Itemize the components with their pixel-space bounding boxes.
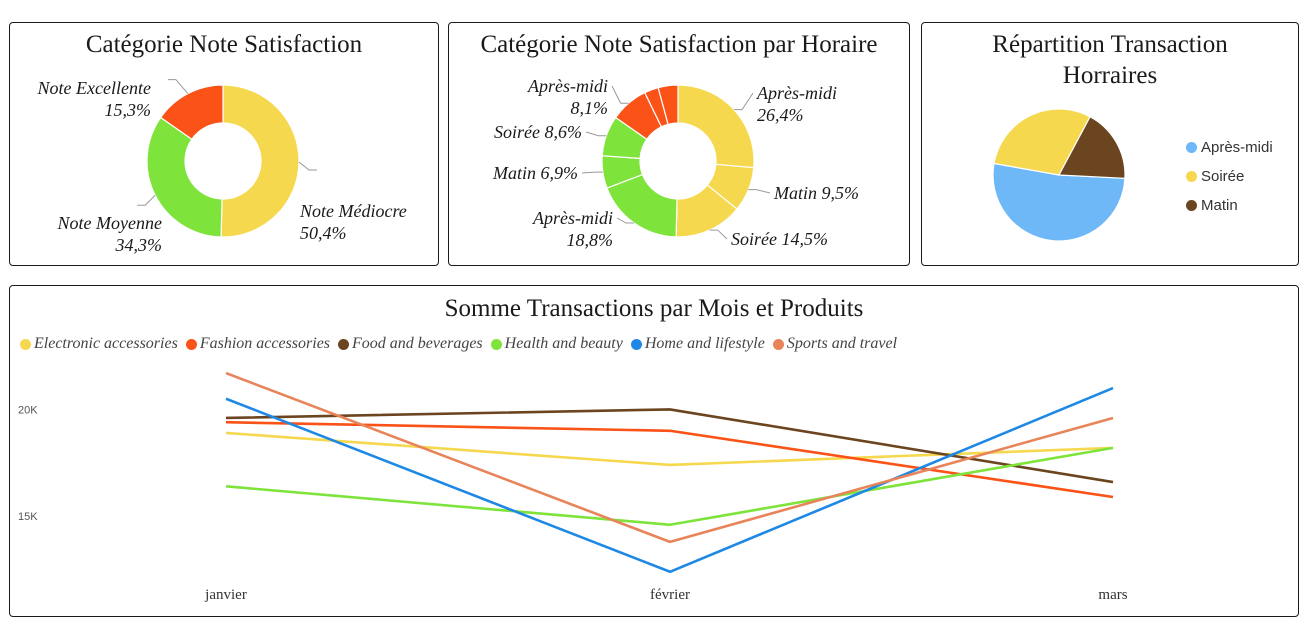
legend-item: Sports and travel [772, 335, 898, 353]
legend-item: Electronic accessories [20, 335, 178, 353]
leader-line [616, 217, 635, 224]
card-title: Répartition Transaction Horraires [992, 31, 1228, 89]
legend-swatch [1186, 171, 1197, 182]
series-line [225, 431, 1114, 467]
series-line [225, 420, 1114, 499]
leader-line [298, 161, 317, 171]
legend-label: Home and lifestyle [644, 335, 765, 352]
pie-slice [1058, 115, 1126, 179]
pie-slice [146, 116, 223, 238]
legend-item: Food and beverages [338, 335, 483, 353]
pie-slice [993, 108, 1091, 176]
legend-swatch [1186, 200, 1197, 211]
legend-item: Soirée [1186, 162, 1273, 191]
leader-line [585, 131, 607, 137]
slice-label: Note Moyenne 34,3% [57, 213, 162, 255]
legend-label: Health and beauty [504, 335, 623, 352]
series-line [225, 446, 1114, 527]
legend-label: Soirée [1201, 168, 1245, 185]
legend-swatch [338, 338, 350, 350]
satisfaction-horaire-card: Catégorie Note Satisfaction par Horaire … [448, 22, 910, 266]
pie-slice [992, 162, 1126, 242]
legend-item: Après-midi [1186, 133, 1273, 162]
slice-label: Soirée 8,6% [494, 122, 582, 142]
leader-line [137, 194, 156, 206]
card-title: Catégorie Note Satisfaction par Horaire [480, 31, 878, 58]
x-tick-label: janvier [204, 587, 247, 603]
legend-label: Food and beverages [352, 335, 483, 352]
slice-label: Après-midi 18,8% [532, 208, 613, 250]
slice-label: Après-midi 8,1% [527, 76, 608, 118]
pie-slice [677, 84, 755, 169]
series-line [225, 408, 1114, 484]
legend-item: Home and lifestyle [630, 335, 765, 353]
leader-line [167, 79, 189, 94]
series-line [225, 386, 1114, 574]
repartition-pie [992, 108, 1126, 242]
slice-label: Matin 6,9% [492, 163, 578, 183]
legend-label: Matin [1201, 197, 1238, 214]
legend-item: Fashion accessories [185, 335, 331, 353]
legend-label: Sports and travel [786, 335, 898, 352]
card-title: Somme Transactions par Mois et Produits [444, 295, 864, 322]
legend-item: Matin [1186, 191, 1273, 220]
legend-swatch [185, 338, 197, 350]
leader-line [748, 189, 771, 194]
repartition-card: Répartition Transaction Horraires Après-… [921, 22, 1299, 266]
pie-slice [159, 84, 224, 141]
x-tick-label: mars [1098, 587, 1127, 603]
pie-slice [220, 84, 300, 238]
satisfaction-donut: Note Médiocre 50,4% Note Moyenne 34,3% Note … [37, 78, 407, 255]
pie-legend: Après-midi Soirée Matin [1186, 133, 1273, 220]
card-title: Catégorie Note Satisfaction [85, 31, 363, 58]
legend-swatch [772, 338, 784, 350]
legend-label: Fashion accessories [199, 335, 331, 352]
x-tick-label: février [650, 587, 690, 603]
transactions-card: Somme Transactions par Mois et Produits … [9, 285, 1299, 617]
legend-label: Après-midi [1201, 139, 1273, 156]
legend-label: Electronic accessories [34, 335, 178, 352]
leader-line [581, 171, 603, 174]
y-tick-label: 20K [18, 404, 38, 416]
pie-slice [657, 84, 679, 126]
legend-swatch [1186, 142, 1197, 153]
slice-label: Soirée 14,5% [731, 229, 828, 249]
legend-item: Health and beauty [490, 335, 623, 353]
legend-swatch [20, 338, 31, 350]
slice-label: Note Médiocre 50,4% [299, 201, 407, 243]
slice-label: Matin 9,5% [773, 183, 859, 203]
slice-label: Note Excellente 15,3% [37, 78, 151, 120]
slice-label: Après-midi 26,4% [756, 83, 837, 125]
satisfaction-horaire-donut: Après-midi 26,4% Matin 9,5% Soirée 14,5% Apr… [492, 76, 859, 250]
series-line [225, 371, 1114, 544]
legend-swatch [630, 338, 642, 350]
legend-swatch [490, 338, 502, 350]
leader-line [709, 229, 728, 240]
transactions-line-chart: 20K 15K janvier février mars [18, 371, 1128, 603]
leader-line [734, 92, 754, 111]
line-legend: Electronic accessories Fashion accessorie… [20, 335, 905, 353]
leader-line [611, 85, 629, 104]
satisfaction-card: Catégorie Note Satisfaction Note Médiocr… [9, 22, 439, 266]
y-tick-label: 15K [18, 511, 38, 523]
